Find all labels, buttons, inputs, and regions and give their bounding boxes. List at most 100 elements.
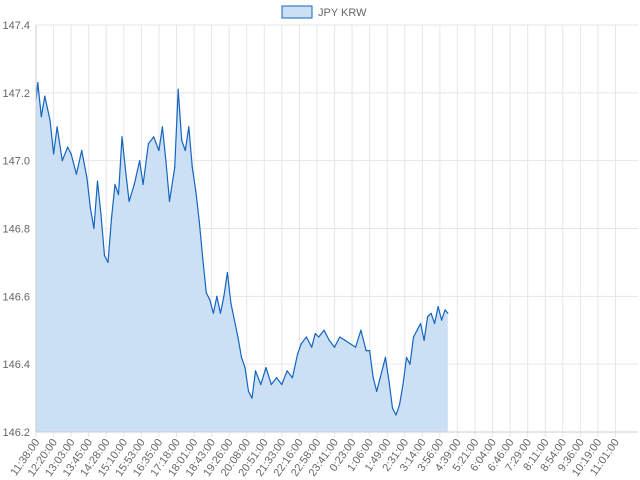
data-point (434, 322, 436, 325)
data-point (339, 336, 341, 338)
legend-label: JPY KRW (318, 7, 367, 19)
data-point (165, 160, 167, 162)
data-point (402, 383, 404, 386)
data-point (328, 339, 330, 341)
data-point (318, 336, 320, 338)
data-point (388, 380, 390, 382)
plot-area (35, 82, 449, 432)
data-point (93, 227, 95, 230)
data-point (81, 149, 83, 152)
data-point (147, 143, 149, 145)
data-point (398, 404, 401, 406)
data-point (114, 183, 116, 185)
data-point (133, 183, 135, 185)
data-point (212, 312, 214, 314)
data-point (379, 377, 381, 379)
data-point (177, 88, 179, 90)
data-point (161, 126, 163, 128)
data-point (75, 173, 77, 175)
data-point (49, 119, 51, 121)
data-point (209, 299, 211, 301)
data-point (96, 180, 99, 182)
data-point (365, 350, 367, 352)
data-point (360, 329, 362, 331)
data-point (427, 316, 429, 318)
data-point (423, 339, 425, 341)
data-point (344, 339, 346, 341)
data-point (405, 356, 408, 358)
data-point (168, 200, 171, 202)
data-point (251, 397, 253, 399)
data-point (409, 363, 411, 365)
data-point (121, 136, 123, 138)
data-point (40, 116, 42, 118)
data-point (355, 346, 357, 348)
legend-swatch (281, 5, 313, 19)
data-point (191, 166, 193, 169)
data-point (372, 377, 374, 379)
data-point (300, 343, 302, 345)
data-point (117, 194, 120, 196)
data-point (53, 153, 55, 155)
data-point (110, 217, 113, 219)
data-point (139, 160, 141, 162)
y-tick-label: 146.2 (2, 427, 30, 439)
data-point (230, 302, 232, 304)
data-point (383, 363, 385, 365)
data-point (311, 346, 313, 348)
data-point (276, 377, 278, 379)
y-tick-label: 146.4 (2, 359, 30, 371)
data-point (391, 407, 394, 409)
data-point (244, 367, 246, 369)
data-point (56, 126, 58, 128)
data-point (70, 153, 72, 155)
data-point (128, 200, 130, 202)
data-point (202, 258, 204, 260)
data-point (412, 336, 415, 338)
data-point (420, 322, 422, 325)
data-point (226, 272, 228, 274)
data-point (323, 329, 325, 331)
data-point (216, 295, 218, 297)
data-point (254, 370, 257, 372)
data-point (184, 149, 186, 152)
data-point (447, 312, 449, 314)
data-point (125, 170, 127, 172)
data-point (89, 207, 91, 209)
data-point (107, 261, 109, 263)
data-point (291, 377, 293, 379)
y-tick-label: 146.6 (2, 291, 30, 303)
data-point (240, 356, 243, 358)
data-point (349, 343, 351, 345)
y-tick-label: 147.0 (2, 156, 30, 168)
data-point (437, 305, 439, 308)
data-point (333, 346, 336, 348)
data-point (441, 319, 443, 321)
data-point (198, 221, 200, 223)
data-point (395, 414, 397, 416)
data-point (233, 319, 235, 321)
data-point (44, 95, 46, 97)
data-point (103, 255, 106, 257)
data-point (314, 333, 316, 335)
data-point (265, 367, 267, 369)
data-point (219, 312, 221, 314)
data-point (188, 126, 190, 128)
data-point (286, 370, 288, 372)
series-line-jpy-krw (35, 82, 449, 416)
data-point (205, 292, 207, 294)
data-point (195, 190, 197, 192)
y-tick-label: 146.8 (2, 224, 30, 236)
data-point (153, 136, 155, 138)
series-area-jpy-krw (36, 82, 448, 432)
y-tick-label: 147.2 (2, 88, 30, 100)
data-point (223, 295, 225, 297)
legend[interactable]: JPY KRW (281, 5, 367, 19)
data-point (158, 149, 160, 152)
data-point (100, 214, 102, 216)
data-point (237, 336, 239, 338)
data-point (61, 160, 63, 162)
data-point (270, 383, 272, 386)
data-point (247, 390, 250, 392)
